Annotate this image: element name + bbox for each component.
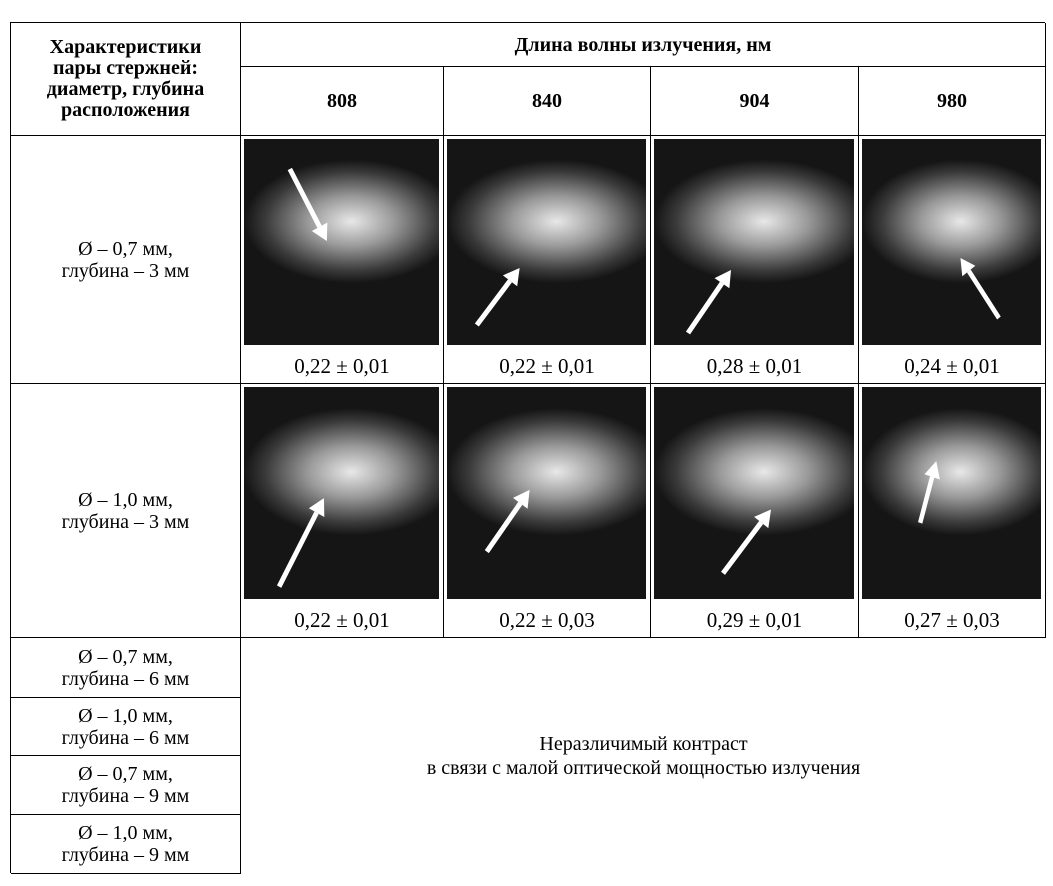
text-line: Ø – 1,0 мм, [78,705,173,727]
text-line: 980 [937,90,967,112]
text-line: пары стержней: [53,58,198,79]
image-cell: 0,28 ± 0,01 [651,136,859,384]
text-line: глубина – 6 мм [62,727,190,749]
image-cell: 0,24 ± 0,01 [859,136,1046,384]
text-line: Ø – 1,0 мм, [78,489,173,511]
text-line: глубина – 9 мм [62,844,190,866]
contrast-value: 0,24 ± 0,01 [859,355,1045,377]
contrast-value: 0,22 ± 0,03 [444,609,650,631]
text-line: глубина – 9 мм [62,785,190,807]
text-line: диаметр, глубина [47,79,204,100]
contrast-value: 0,29 ± 0,01 [651,609,858,631]
text-line: Неразличимый контраст [539,732,747,756]
text-line: Ø – 1,0 мм, [78,822,173,844]
image-cell: 0,29 ± 0,01 [651,384,859,638]
text-line: Ø – 0,7 мм, [78,238,173,260]
text-line: Характеристики [50,37,202,58]
contrast-value: 0,22 ± 0,01 [241,609,443,631]
thermal-image [244,139,439,345]
page: Характеристикипары стержней:диаметр, глу… [0,0,1053,886]
thermal-image [244,387,439,599]
arrow [862,139,1041,345]
contrast-value: 0,27 ± 0,03 [859,609,1045,631]
contrast-value: 0,28 ± 0,01 [651,355,858,377]
contrast-value: 0,22 ± 0,01 [241,355,443,377]
wavelength-column: 904 [651,67,859,136]
image-cell: 0,22 ± 0,01 [444,136,651,384]
arrow [862,387,1041,599]
row-label: Ø – 0,7 мм,глубина – 6 мм [11,638,241,698]
wavelength-header: Длина волны излучения, нм [241,23,1046,67]
text-line: расположения [61,100,190,121]
image-cell: 0,22 ± 0,01 [241,136,444,384]
wavelength-column: 840 [444,67,651,136]
arrow [447,139,646,345]
text-line: в связи с малой оптической мощностью изл… [427,756,860,780]
wavelength-column: 808 [241,67,444,136]
contrast-value: 0,22 ± 0,01 [444,355,650,377]
thermal-image [447,387,646,599]
text-line: Ø – 0,7 мм, [78,763,173,785]
row-label: Ø – 0,7 мм,глубина – 9 мм [11,756,241,815]
text-line: Ø – 0,7 мм, [78,646,173,668]
image-cell: 0,22 ± 0,01 [241,384,444,638]
thermal-image [862,139,1041,345]
arrow [244,387,439,599]
arrow [244,139,439,345]
wavelength-column: 980 [859,67,1046,136]
row-label: Ø – 1,0 мм,глубина – 3 мм [11,384,241,638]
row-label: Ø – 0,7 мм,глубина – 3 мм [11,136,241,384]
row-label: Ø – 1,0 мм,глубина – 9 мм [11,815,241,874]
arrow [447,387,646,599]
thermal-image [654,139,854,345]
image-cell: 0,22 ± 0,03 [444,384,651,638]
text-line: 904 [740,90,770,112]
image-cell: 0,27 ± 0,03 [859,384,1046,638]
text-line: глубина – 3 мм [62,511,190,533]
arrow [654,139,854,345]
thermal-image [862,387,1041,599]
text-line: 840 [532,90,562,112]
thermal-image [447,139,646,345]
text-line: глубина – 6 мм [62,668,190,690]
row-label: Ø – 1,0 мм,глубина – 6 мм [11,698,241,756]
text-line: 808 [327,90,357,112]
text-line: глубина – 3 мм [62,260,190,282]
text-line: Длина волны излучения, нм [515,34,772,56]
arrow [654,387,854,599]
thermal-image [654,387,854,599]
